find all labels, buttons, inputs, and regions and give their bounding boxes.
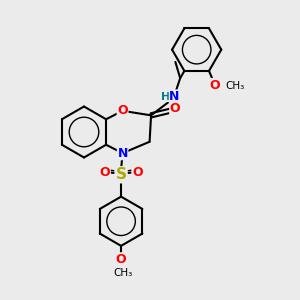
Text: N: N <box>169 90 179 103</box>
Text: O: O <box>132 166 142 179</box>
Text: CH₃: CH₃ <box>114 268 133 278</box>
Text: CH₃: CH₃ <box>225 81 244 91</box>
Text: S: S <box>116 167 127 182</box>
Text: N: N <box>117 147 128 160</box>
Text: O: O <box>117 104 128 117</box>
Text: O: O <box>116 253 126 266</box>
Text: O: O <box>209 79 220 92</box>
Text: O: O <box>170 102 180 115</box>
Text: O: O <box>100 166 110 179</box>
Text: H: H <box>161 92 171 102</box>
